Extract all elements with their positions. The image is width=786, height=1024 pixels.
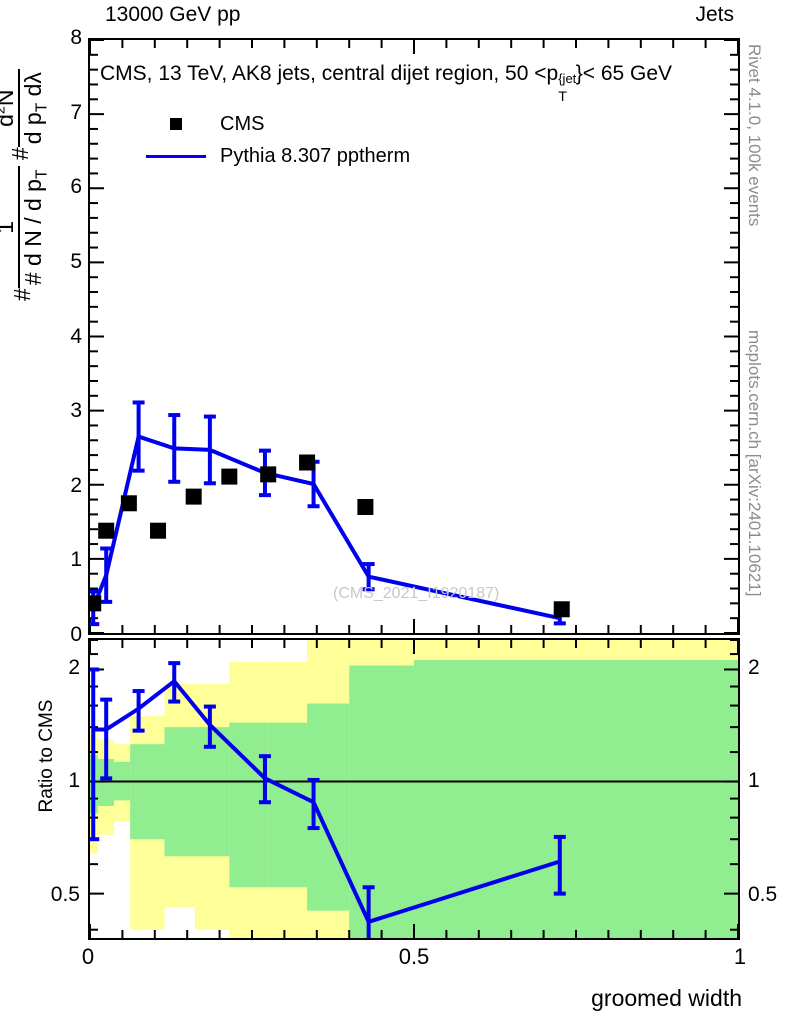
mc-errorbar [100, 546, 113, 604]
ratio-plot-panel [88, 638, 740, 940]
ratio-band-1sigma [414, 660, 738, 938]
ratio-band-1sigma [130, 744, 165, 840]
y-axis-tick-label: 0 [70, 623, 82, 646]
side-caption-mcplots: mcplots.cern.ch [arXiv:2401.10621] [745, 330, 764, 597]
y-axis-title-hash-1: # [8, 288, 35, 301]
ratio-y-tick-label-right: 2 [748, 655, 760, 679]
y-axis-title-num-2-d: d [0, 114, 18, 127]
x-axis-title: groomed width [591, 985, 742, 1011]
x-axis-tick-labels: 0 0.5 1 [0, 946, 786, 976]
mc-errorbar [203, 414, 216, 486]
ratio-band-1sigma [268, 722, 308, 888]
watermark-label: (CMS_2021_I1920187) [333, 585, 500, 602]
ratio-errorbar [100, 697, 113, 781]
ratio-plot-canvas [90, 640, 738, 938]
y-axis-tick-label: 1 [70, 548, 82, 572]
plot-title-text: CMS, 13 TeV, AK8 jets, central dijet reg… [100, 62, 559, 85]
mc-errorbar [168, 413, 181, 484]
y-axis-tick-label: 6 [70, 175, 82, 199]
legend-marker-icon [170, 118, 182, 130]
y-axis-tick-label: 3 [70, 399, 82, 423]
y-axis-title-num-2-sup: 2 [0, 106, 8, 114]
ratio-errorbar [362, 885, 375, 938]
y-axis-title-hash-2: # [7, 147, 34, 161]
main-plot-canvas [90, 40, 738, 633]
mc-errorbar [132, 400, 145, 473]
ratio-band-1sigma [164, 727, 195, 857]
plot-title-subscript: T [558, 89, 567, 105]
legend-entry[interactable]: CMS [140, 108, 410, 140]
y-axis-tick-label: 2 [70, 473, 82, 497]
y-axis-tick-label: 8 [70, 26, 82, 49]
ratio-errorbar [168, 661, 181, 704]
data-marker [553, 601, 570, 618]
legend-entry[interactable]: Pythia 8.307 pptherm [140, 140, 410, 172]
header-analysis-label: Jets [695, 3, 734, 26]
side-caption-rivet: Rivet 4.1.0, 100k events [745, 44, 764, 227]
legend-label: Pythia 8.307 pptherm [220, 144, 411, 167]
data-marker [90, 595, 102, 612]
x-axis-tick-label: 1 [733, 944, 747, 969]
y-axis-tick-label: 7 [70, 100, 82, 124]
ratio-errorbar [132, 689, 145, 733]
ratio-y-tick-label-right: 0.5 [748, 883, 778, 907]
ratio-band-1sigma [349, 665, 414, 938]
data-marker [98, 522, 115, 539]
data-marker [185, 488, 202, 505]
y-axis-tick-label: 4 [70, 324, 82, 348]
data-marker [260, 466, 277, 483]
legend-key-marker [140, 118, 212, 130]
ratio-errorbar [553, 834, 566, 896]
legend: CMS Pythia 8.307 pptherm [140, 108, 410, 172]
ratio-errorbar [203, 704, 216, 749]
ratio-errorbar [307, 777, 320, 831]
data-marker [221, 468, 238, 485]
y-axis-tick-labels: 1 2 3 4 5 6 7 8 0 [38, 0, 82, 1024]
ratio-y-tick-label-left: 0.5 [50, 883, 80, 907]
data-marker [357, 498, 374, 515]
ratio-y-tick-label-right: 1 [748, 769, 760, 793]
ratio-y-tick-label-left: 1 [68, 769, 80, 793]
y-axis-title-num-2: d2N [0, 69, 21, 148]
x-axis-tick-label: 0 [81, 944, 95, 969]
header-beam-label: 13000 GeV pp [105, 3, 241, 26]
ratio-y-tick-label-left: 2 [68, 655, 80, 679]
data-marker [120, 495, 137, 512]
data-marker [299, 454, 316, 471]
ratio-errorbar [90, 667, 100, 842]
y-axis-tick-label: 5 [70, 249, 82, 273]
plot-title-tail: }< 65 GeV [575, 62, 673, 85]
x-axis-tick-label: 0.5 [398, 944, 430, 969]
plot-title-superscript: {jet [558, 71, 577, 86]
legend-line-icon [146, 154, 206, 158]
data-marker [150, 522, 167, 539]
mc-errorbar [362, 562, 375, 592]
y-axis-title-num-2-n: N [0, 90, 18, 107]
main-plot-panel: CMS, 13 TeV, AK8 jets, central dijet reg… [88, 38, 740, 635]
legend-label: CMS [220, 112, 265, 135]
y-axis-title-num-1: 1 [0, 166, 21, 289]
legend-key-line [140, 154, 212, 158]
ratio-errorbar [258, 754, 271, 805]
plot-title: CMS, 13 TeV, AK8 jets, central dijet reg… [100, 62, 673, 105]
